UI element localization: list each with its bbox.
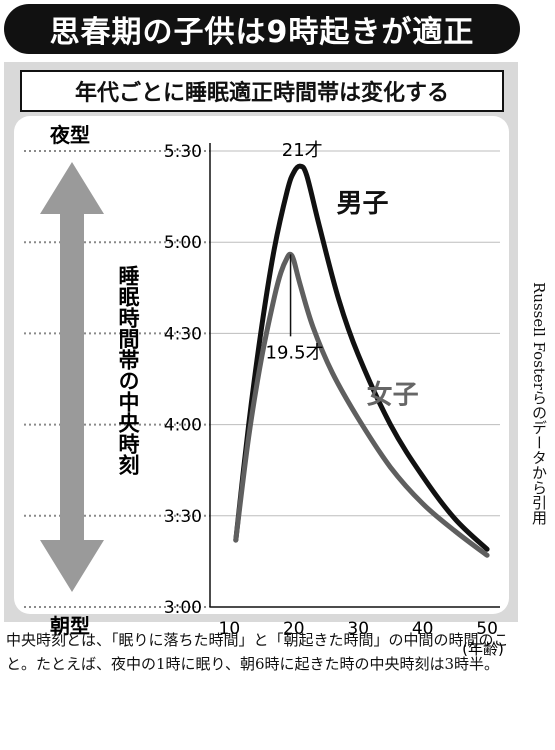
x-tick-labels: 10 20 30 40 50	[219, 619, 498, 639]
night-type-label: 夜型	[49, 123, 90, 147]
annotation-label: 21才	[282, 140, 323, 161]
y-tick-label: 5:30	[164, 142, 202, 162]
y-tick-labels: 3:00 3:30 4:00 4:30 5:00 5:30	[164, 142, 202, 618]
footnote: 中央時刻とは、「眠りに落ちた時間」と「朝起きた時間」の中間の時間のこと。たとえば…	[6, 631, 509, 673]
y-tick-label: 4:30	[164, 324, 202, 344]
annotation-label: 19.5才	[266, 342, 324, 363]
source-credit: Russell Fosterらのデータから引用	[530, 282, 548, 525]
headline-text: 思春期の子供は9時起きが適正	[49, 15, 475, 50]
y-tick-label: 4:00	[164, 416, 202, 436]
chart-subtitle: 年代ごとに睡眠適正時間帯は変化する	[74, 81, 449, 106]
x-tick-label: 20	[283, 619, 305, 639]
y-tick-label: 3:30	[164, 507, 202, 527]
y-axis-label: 睡眠時間帯の中央時刻	[116, 265, 140, 476]
x-tick-label: 30	[347, 619, 369, 639]
x-tick-label: 50	[476, 619, 498, 639]
peak-annotations: 21才 19.5才	[266, 140, 324, 363]
gridlines	[24, 150, 500, 608]
x-tick-label: 40	[412, 619, 434, 639]
morning-type-label: 朝型	[50, 614, 90, 638]
axes	[209, 143, 500, 608]
x-tick-label: 10	[219, 619, 241, 639]
series-name-label: 女子	[367, 379, 419, 410]
series-name-label: 男子	[336, 189, 388, 219]
direction-arrow	[40, 162, 104, 592]
chart-subtitle-box: 年代ごとに睡眠適正時間帯は変化する	[20, 70, 504, 112]
series-line-1	[233, 251, 490, 558]
headline-banner: 思春期の子供は9時起きが適正	[4, 4, 520, 54]
x-axis-label: (年齢)	[462, 640, 504, 658]
y-tick-label: 3:00	[164, 598, 202, 618]
up-down-arrow-icon	[40, 162, 104, 592]
series-line-0	[233, 163, 490, 552]
y-tick-label: 5:00	[164, 233, 202, 253]
